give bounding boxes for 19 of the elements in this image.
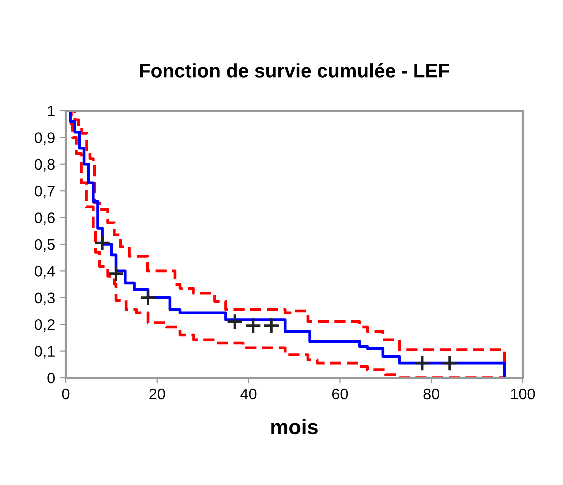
x-tick-label: 80 [424, 388, 440, 400]
y-tick-label: 0,9 [34, 132, 55, 146]
y-tick-label: 0 [48, 372, 55, 384]
y-tick-label: 0,1 [34, 346, 55, 359]
y-tick-label: 0,8 [34, 159, 55, 172]
chart-title: Fonction de survie cumulée - LEF [140, 63, 450, 78]
y-tick-label: 0,6 [34, 212, 55, 226]
x-tick-label: 100 [511, 388, 536, 400]
x-tick-label: 0 [62, 388, 70, 400]
y-tick-label: 0,7 [34, 186, 55, 199]
x-axis-title: mois [272, 419, 318, 435]
x-tick-label: 20 [150, 388, 166, 400]
x-tick-label: 40 [240, 388, 257, 400]
y-tick-label: 0,4 [34, 266, 56, 279]
y-tick-label: 0,2 [34, 319, 55, 332]
y-tick-label: 0,3 [34, 292, 55, 306]
x-tick-label: 60 [332, 388, 348, 400]
y-tick-label: 0,5 [34, 239, 55, 252]
y-tick-label: 1 [48, 106, 55, 117]
